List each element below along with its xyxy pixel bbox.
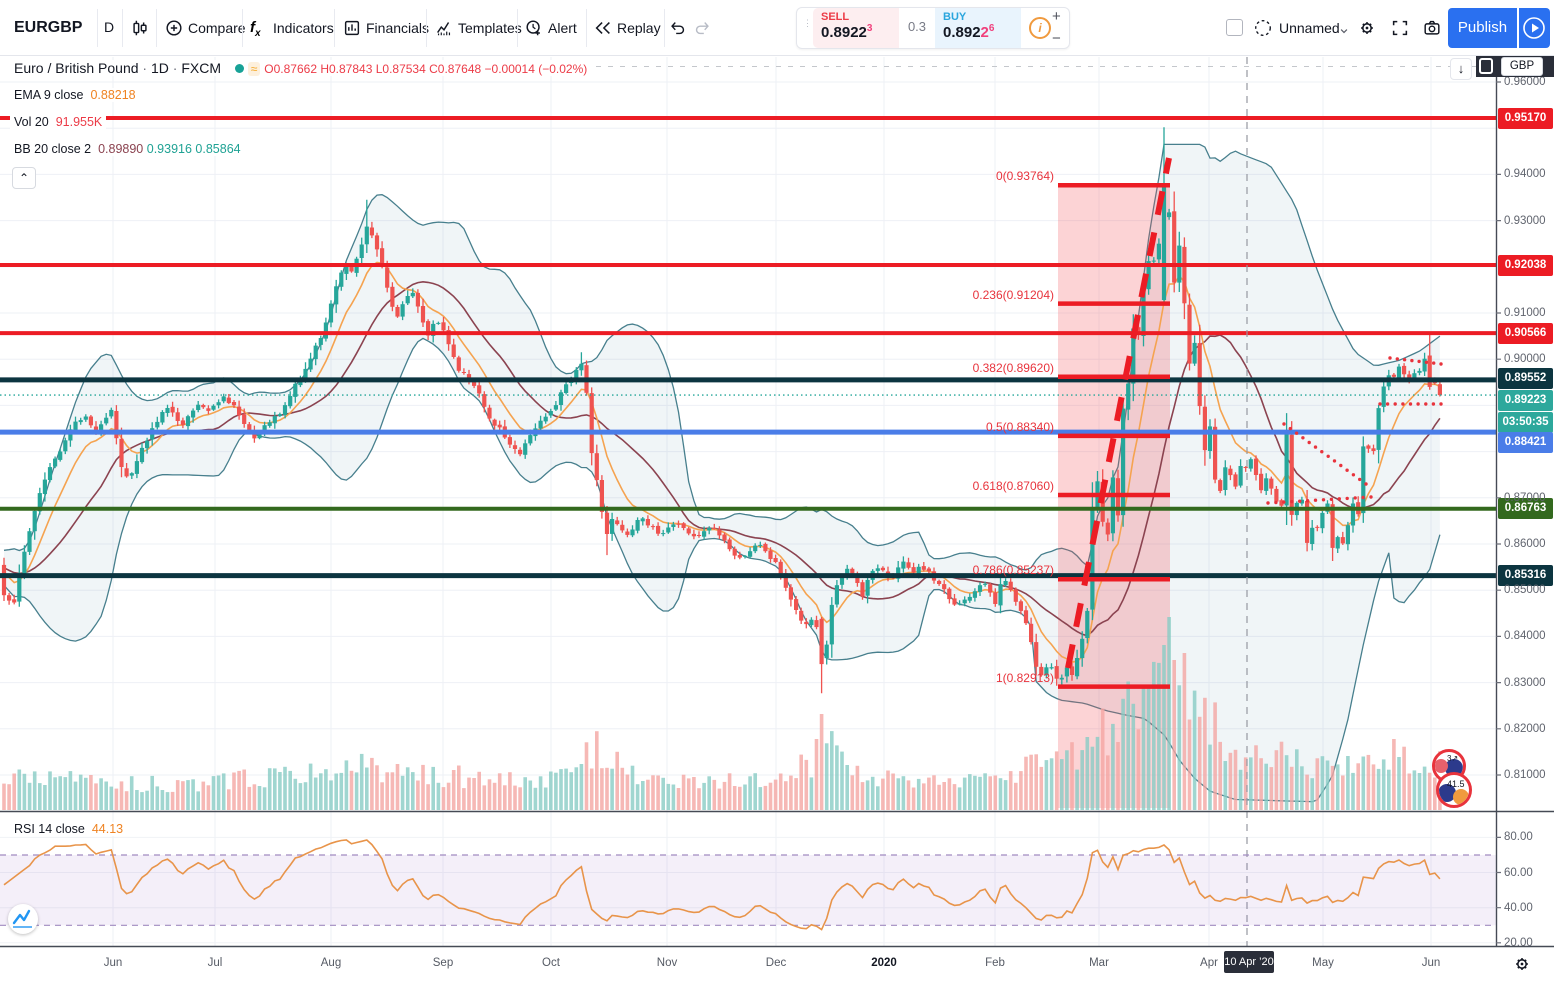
svg-text:41.5: 41.5 — [1447, 779, 1465, 789]
svg-text:3↗: 3↗ — [1447, 754, 1458, 763]
